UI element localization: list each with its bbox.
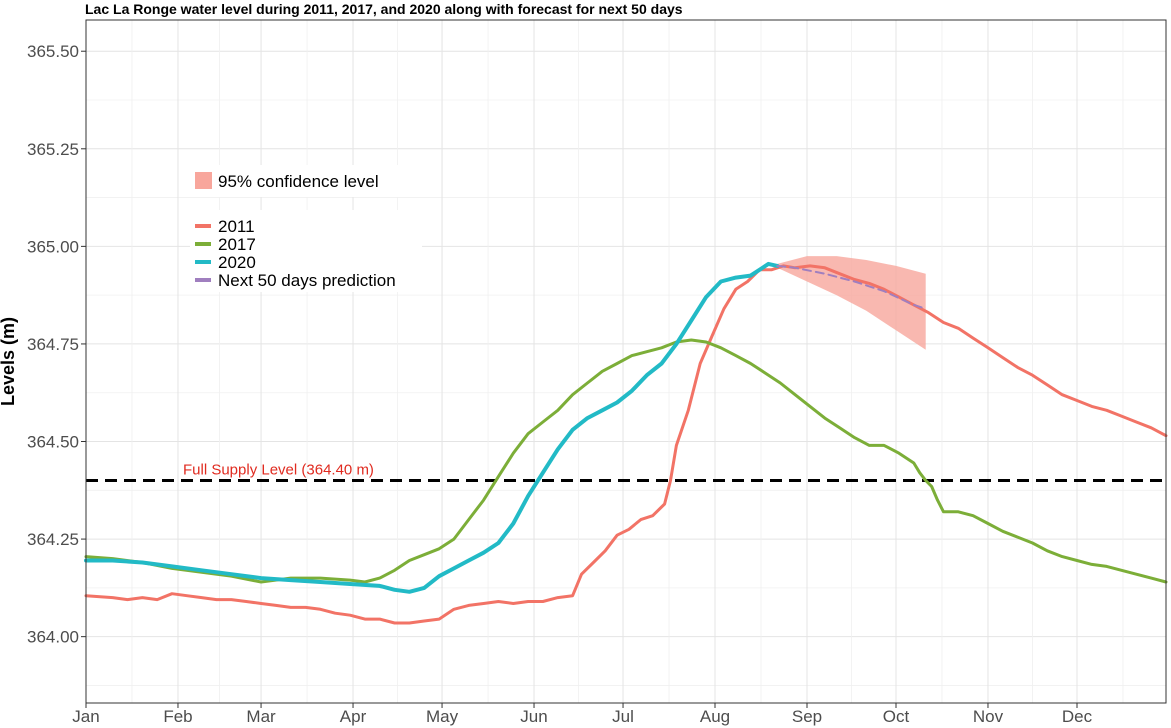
x-tick-label: Jan: [72, 707, 99, 726]
plot-border: [85, 19, 1167, 704]
y-tick-label: 364.25: [27, 530, 79, 549]
series-line-2020: [84, 261, 780, 594]
x-tick-label: Mar: [246, 707, 276, 726]
series-line-2011: [84, 264, 1168, 625]
legend-label: Next 50 days prediction: [218, 271, 396, 290]
x-tick-label: Feb: [163, 707, 192, 726]
y-tick-label: 364.50: [27, 433, 79, 452]
confidence-band: [777, 256, 926, 350]
plot-area: [86, 20, 1166, 703]
x-tick-label: Jul: [612, 707, 634, 726]
series-layer: [84, 261, 1168, 625]
legend-label: 2011: [218, 217, 255, 236]
plot-frame: [85, 19, 1167, 704]
y-tick-label: 365.50: [27, 42, 79, 61]
x-tick-label: Dec: [1062, 707, 1093, 726]
y-tick-label: 365.00: [27, 237, 79, 256]
series-line-next-50-days-prediction: [776, 264, 927, 310]
x-axis-ticks: Jan Feb Mar Apr May Jun Jul Aug Sep Oct Nov Dec: [72, 703, 1093, 726]
x-tick-label: Sep: [792, 707, 822, 726]
x-tick-label: Nov: [973, 707, 1004, 726]
x-tick-label: Jun: [520, 707, 547, 726]
series-line-2017: [84, 338, 1168, 584]
y-tick-label: 364.00: [27, 628, 79, 647]
legend-band-background: [190, 165, 422, 197]
x-tick-label: May: [426, 707, 459, 726]
plot-background: [86, 20, 1166, 703]
legend-lines-background: [190, 210, 422, 292]
x-tick-label: Aug: [700, 707, 730, 726]
legend-label: 2020: [218, 253, 256, 272]
x-tick-label: Apr: [340, 707, 367, 726]
legend-band-key: [195, 172, 212, 189]
legend-band-label: 95% confidence level: [218, 172, 379, 191]
legend-label: 2017: [218, 235, 256, 254]
y-axis-label: Levels (m): [0, 317, 18, 406]
full-supply-level-label: Full Supply Level (364.40 m): [183, 462, 374, 479]
y-tick-label: 365.25: [27, 140, 79, 159]
chart-title: Lac La Ronge water level during 2011, 20…: [85, 1, 683, 17]
confidence-band-layer: [777, 256, 926, 350]
y-axis-ticks: 364.00 364.25 364.50 364.75 365.00 365.25 365.…: [27, 42, 86, 647]
x-tick-label: Oct: [883, 707, 910, 726]
y-tick-label: 364.75: [27, 335, 79, 354]
grid-lines: [85, 20, 1166, 703]
